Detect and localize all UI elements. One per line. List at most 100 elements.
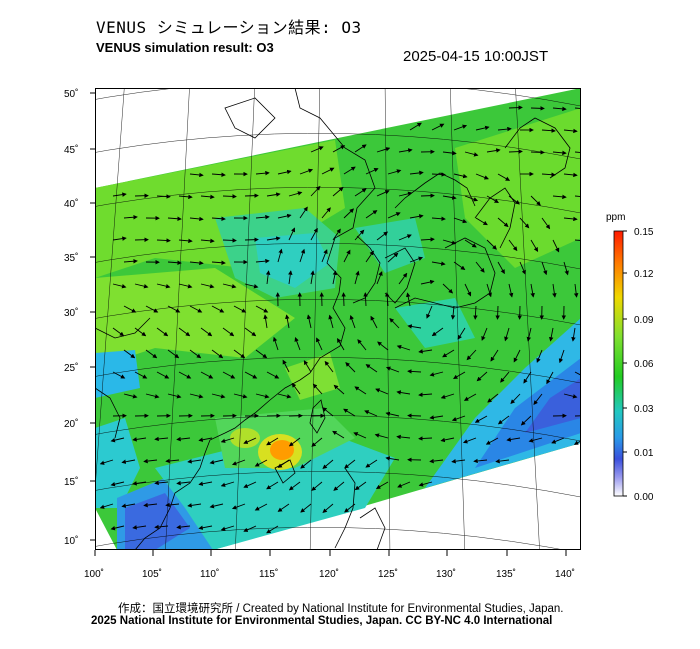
wind-arrow xyxy=(451,415,466,422)
wind-arrow xyxy=(344,503,356,513)
wind-arrow xyxy=(354,144,367,153)
wind-arrow xyxy=(409,170,424,176)
wind-arrow xyxy=(243,525,257,532)
wind-arrow xyxy=(233,305,247,313)
wind-arrow xyxy=(265,270,271,285)
wind-arrow xyxy=(167,305,181,313)
wind-arrow xyxy=(112,192,127,197)
wind-arrow xyxy=(365,364,378,373)
wind-arrow xyxy=(222,371,236,379)
wind-arrow xyxy=(398,148,413,153)
wind-arrow xyxy=(495,458,510,464)
wind-arrow xyxy=(167,393,182,399)
wind-arrow xyxy=(322,503,334,513)
wind-arrow xyxy=(211,216,226,221)
wind-arrow xyxy=(442,283,454,294)
wind-arrow xyxy=(546,371,554,385)
wind-arrow xyxy=(475,261,485,273)
colorbar-svg: 0.15 0.12 0.09 0.06 0.03 0.01 0.00 xyxy=(613,227,654,503)
wind-arrow xyxy=(324,360,334,373)
wind-arrow xyxy=(178,194,193,200)
wind-arrow xyxy=(156,238,171,243)
wind-arrow xyxy=(222,194,237,199)
wind-arrow xyxy=(156,371,170,379)
wind-arrow xyxy=(495,305,500,320)
wind-arrow xyxy=(343,208,355,219)
wind-arrow xyxy=(420,193,435,198)
wind-arrow xyxy=(134,283,149,289)
wind-arrow xyxy=(387,169,402,175)
wind-arrow xyxy=(222,327,235,337)
map-frame xyxy=(95,88,581,550)
wind-arrow xyxy=(121,459,136,464)
wind-arrow xyxy=(299,168,314,175)
wind-arrow xyxy=(453,261,466,271)
wind-arrow xyxy=(272,336,279,351)
wind-arrow xyxy=(277,213,292,219)
wind-arrow xyxy=(211,349,224,359)
wind-arrow xyxy=(277,248,283,263)
wind-arrow xyxy=(409,122,422,131)
colorbar: 0.15 0.12 0.09 0.06 0.03 0.01 0.00 ppm xyxy=(606,212,672,508)
wind-arrow xyxy=(510,393,521,405)
wind-arrow xyxy=(312,383,323,395)
colorbar-tick-label: 0.15 xyxy=(634,228,654,238)
wind-arrow xyxy=(255,170,270,176)
wind-arrow xyxy=(321,167,335,175)
timestamp: 2025-04-15 10:00JST xyxy=(403,48,549,65)
wind-arrow xyxy=(244,327,257,337)
wind-arrow xyxy=(332,228,341,241)
wind-arrow xyxy=(145,305,159,313)
lat-tick-label: 50˚ xyxy=(64,88,78,100)
wind-arrow xyxy=(306,314,312,329)
wind-arrow xyxy=(200,371,214,379)
wind-arrow xyxy=(310,270,315,285)
wind-arrow xyxy=(288,481,301,491)
colorbar-tick-label: 0.03 xyxy=(634,404,654,415)
wind-arrow xyxy=(154,480,169,486)
wind-arrow xyxy=(420,237,435,242)
wind-arrow xyxy=(303,360,312,373)
wind-arrow xyxy=(165,458,180,464)
wind-arrow xyxy=(266,371,280,379)
wind-arrow xyxy=(530,150,545,155)
wind-arrow xyxy=(396,344,411,351)
wind-arrow xyxy=(266,525,279,534)
wind-arrow xyxy=(398,234,412,241)
wind-arrow xyxy=(365,210,378,219)
wind-arrow xyxy=(300,503,312,513)
wind-arrow xyxy=(508,105,523,110)
wind-arrow xyxy=(233,393,248,399)
wind-arrow xyxy=(332,145,346,153)
wind-arrow xyxy=(285,314,290,329)
wind-arrow xyxy=(464,195,479,202)
wind-arrow xyxy=(453,371,466,379)
wind-arrow xyxy=(321,249,328,263)
wind-arrow xyxy=(365,459,378,468)
credit-text: 作成：国立環境研究所 / Created by National Institu… xyxy=(118,603,564,615)
wind-arrow xyxy=(288,191,303,197)
wind-arrow xyxy=(145,349,158,359)
wind-arrow xyxy=(310,227,318,241)
wind-arrow xyxy=(123,214,138,220)
lon-tick-label: 140˚ xyxy=(555,568,575,580)
wind-arrow xyxy=(277,393,292,399)
wind-arrow xyxy=(310,185,321,197)
wind-arrow xyxy=(497,126,512,132)
wind-arrow xyxy=(187,503,202,508)
wind-arrow xyxy=(176,480,191,486)
wind-arrow xyxy=(442,150,457,156)
wind-arrow xyxy=(526,327,532,342)
wind-arrow xyxy=(165,502,180,508)
wind-arrow xyxy=(552,106,567,112)
wind-arrow xyxy=(244,237,259,242)
wind-arrow xyxy=(333,481,345,491)
wind-arrow xyxy=(345,362,356,373)
wind-arrow xyxy=(349,314,356,329)
wind-arrow xyxy=(263,314,268,329)
wind-arrow xyxy=(357,339,367,351)
wind-arrow xyxy=(396,434,411,440)
wind-arrow xyxy=(255,349,268,359)
wind-arrow xyxy=(442,239,457,245)
wind-arrow xyxy=(337,338,345,351)
